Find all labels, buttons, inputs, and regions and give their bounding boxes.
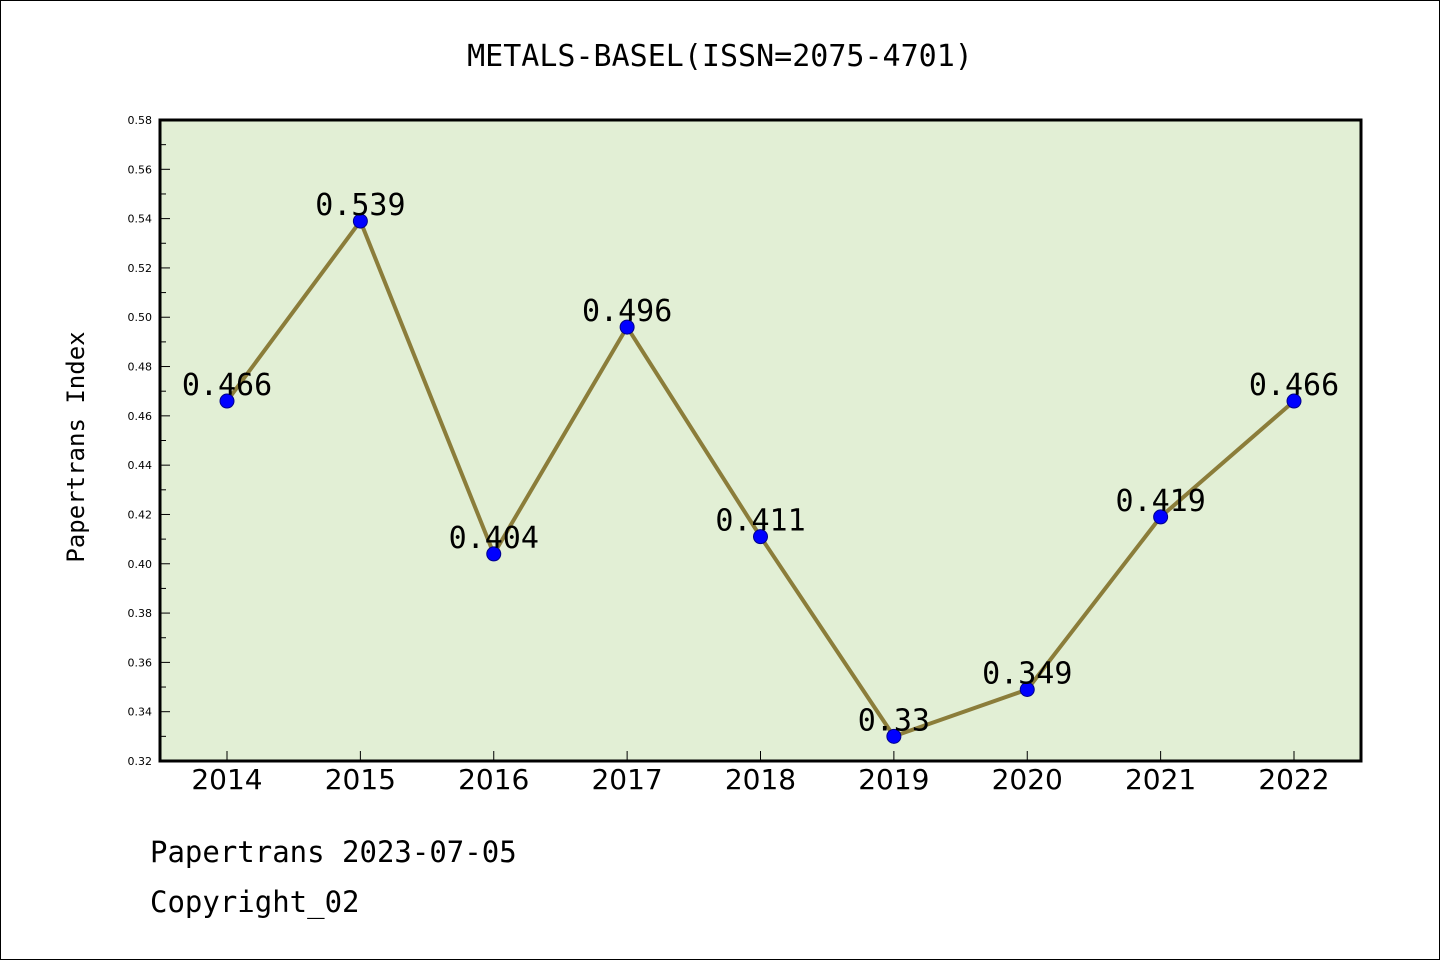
data-point xyxy=(352,213,368,229)
x-tick-label: 2016 xyxy=(458,763,529,796)
x-tick-label: 2015 xyxy=(325,763,396,796)
y-tick-label: 0.40 xyxy=(128,558,153,571)
data-label: 0.419 xyxy=(1115,484,1205,519)
data-point xyxy=(886,728,902,744)
x-tick-label: 2019 xyxy=(858,763,929,796)
x-axis: 2014 2015 2016 2017 2018 2019 2020 2021 2022 xyxy=(191,751,1330,796)
y-tick-label: 0.34 xyxy=(128,706,153,719)
y-tick-label: 0.48 xyxy=(128,361,153,374)
y-tick-label: 0.54 xyxy=(128,213,153,226)
data-point xyxy=(619,319,635,335)
footer-date: Papertrans 2023-07-05 xyxy=(150,835,517,869)
y-tick-label: 0.36 xyxy=(128,656,153,669)
data-point xyxy=(1286,393,1302,409)
y-tick-label: 0.38 xyxy=(128,607,153,620)
y-tick-label: 0.52 xyxy=(128,262,153,275)
data-label: 0.466 xyxy=(182,368,272,403)
y-tick-label: 0.56 xyxy=(128,163,153,176)
data-point xyxy=(1019,682,1035,698)
y-tick-label: 0.44 xyxy=(128,459,153,472)
y-tick-label: 0.50 xyxy=(128,311,153,324)
data-label: 0.33 xyxy=(858,703,930,738)
data-label: 0.466 xyxy=(1249,368,1339,403)
y-tick-label: 0.58 xyxy=(128,114,153,127)
series xyxy=(219,213,1302,744)
y-axis: 0.32 0.34 0.36 0.38 0.40 0.42 0.44 0.46 0.48 0.50… xyxy=(128,114,170,768)
data-point xyxy=(753,529,768,545)
y-tick-label: 0.46 xyxy=(128,410,153,423)
x-tick-label: 2021 xyxy=(1125,763,1196,796)
y-axis-label: Papertrans Index xyxy=(62,331,90,562)
x-tick-label: 2017 xyxy=(591,763,662,796)
data-label: 0.539 xyxy=(315,188,405,223)
x-tick-label: 2014 xyxy=(191,763,262,796)
x-tick-label: 2022 xyxy=(1258,763,1329,796)
data-label: 0.411 xyxy=(715,504,805,539)
data-labels: 0.466 0.539 0.404 0.496 0.411 0.33 0.349 0.419 0… xyxy=(182,188,1339,738)
data-point xyxy=(486,546,502,562)
data-label: 0.496 xyxy=(582,294,672,329)
plot-border xyxy=(158,118,1363,763)
data-point xyxy=(1153,509,1169,525)
footer-copyright: Copyright_02 xyxy=(150,885,360,919)
chart-title: METALS-BASEL(ISSN=2075-4701) xyxy=(467,39,973,74)
y-tick-label: 0.32 xyxy=(128,755,153,768)
y-tick-label: 0.42 xyxy=(128,508,153,521)
x-tick-label: 2018 xyxy=(725,763,796,796)
x-tick-label: 2020 xyxy=(992,763,1063,796)
data-label: 0.349 xyxy=(982,657,1072,692)
data-label: 0.404 xyxy=(449,521,539,556)
data-point xyxy=(219,393,235,409)
